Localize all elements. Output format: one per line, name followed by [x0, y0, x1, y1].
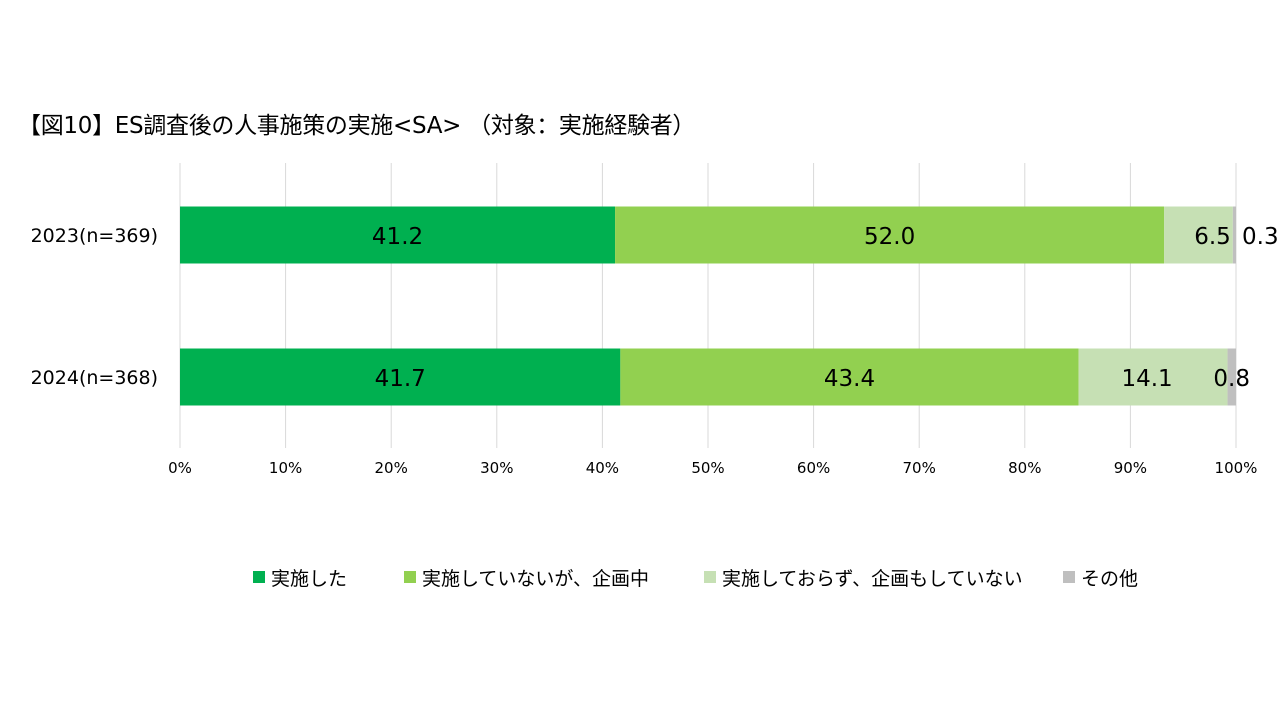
legend-swatch — [704, 571, 716, 583]
legend-item-planning: 実施していないが、企画中 — [404, 565, 650, 590]
data-label: 41.2 — [372, 224, 423, 250]
x-tick-label: 60% — [797, 459, 830, 477]
x-tick-label: 80% — [1008, 459, 1041, 477]
data-label: 43.4 — [824, 366, 875, 392]
data-label: 0.3 — [1242, 224, 1279, 250]
bar-segment — [1227, 348, 1236, 406]
legend-label: 実施しておらず、企画もしていない — [722, 567, 1023, 590]
x-tick-label: 90% — [1114, 459, 1147, 477]
legend-swatch — [1063, 571, 1075, 583]
bar-segment — [1078, 348, 1228, 406]
category-label: 2023(n=369) — [31, 225, 158, 247]
x-tick-label: 100% — [1215, 459, 1258, 477]
x-tick-label: 10% — [269, 459, 302, 477]
x-tick-label: 30% — [480, 459, 513, 477]
legend-swatch — [253, 571, 265, 583]
bar-segment — [1164, 206, 1233, 264]
x-tick-label: 0% — [168, 459, 192, 477]
legend-label: その他 — [1081, 567, 1139, 590]
data-label: 41.7 — [375, 366, 426, 392]
legend-item-other: その他 — [1063, 565, 1139, 590]
category-label: 2024(n=368) — [31, 367, 158, 389]
chart-title: 【図10】ES調査後の人事施策の実施<SA> （対象：実施経験者） — [18, 113, 696, 139]
x-tick-label: 40% — [586, 459, 619, 477]
data-label: 14.1 — [1121, 366, 1172, 392]
legend-label: 実施していないが、企画中 — [422, 567, 650, 590]
bar-segment — [180, 348, 621, 406]
bar-segment — [1232, 206, 1236, 264]
x-tick-label: 20% — [375, 459, 408, 477]
x-tick-label: 50% — [691, 459, 724, 477]
legend-label: 実施した — [271, 567, 348, 590]
legend-item-not-planning: 実施しておらず、企画もしていない — [704, 565, 1023, 590]
data-label: 52.0 — [864, 224, 915, 250]
data-label: 6.5 — [1194, 224, 1231, 250]
bar-segment — [615, 206, 1165, 264]
bar-segment — [180, 206, 616, 264]
x-tick-label: 70% — [903, 459, 936, 477]
bar-segment — [620, 348, 1079, 406]
legend-swatch — [404, 571, 416, 583]
legend-item-implemented: 実施した — [253, 565, 348, 590]
data-label: 0.8 — [1213, 366, 1250, 392]
chart-legend: 実施した 実施していないが、企画中 実施しておらず、企画もしていない その他 — [0, 565, 1280, 590]
